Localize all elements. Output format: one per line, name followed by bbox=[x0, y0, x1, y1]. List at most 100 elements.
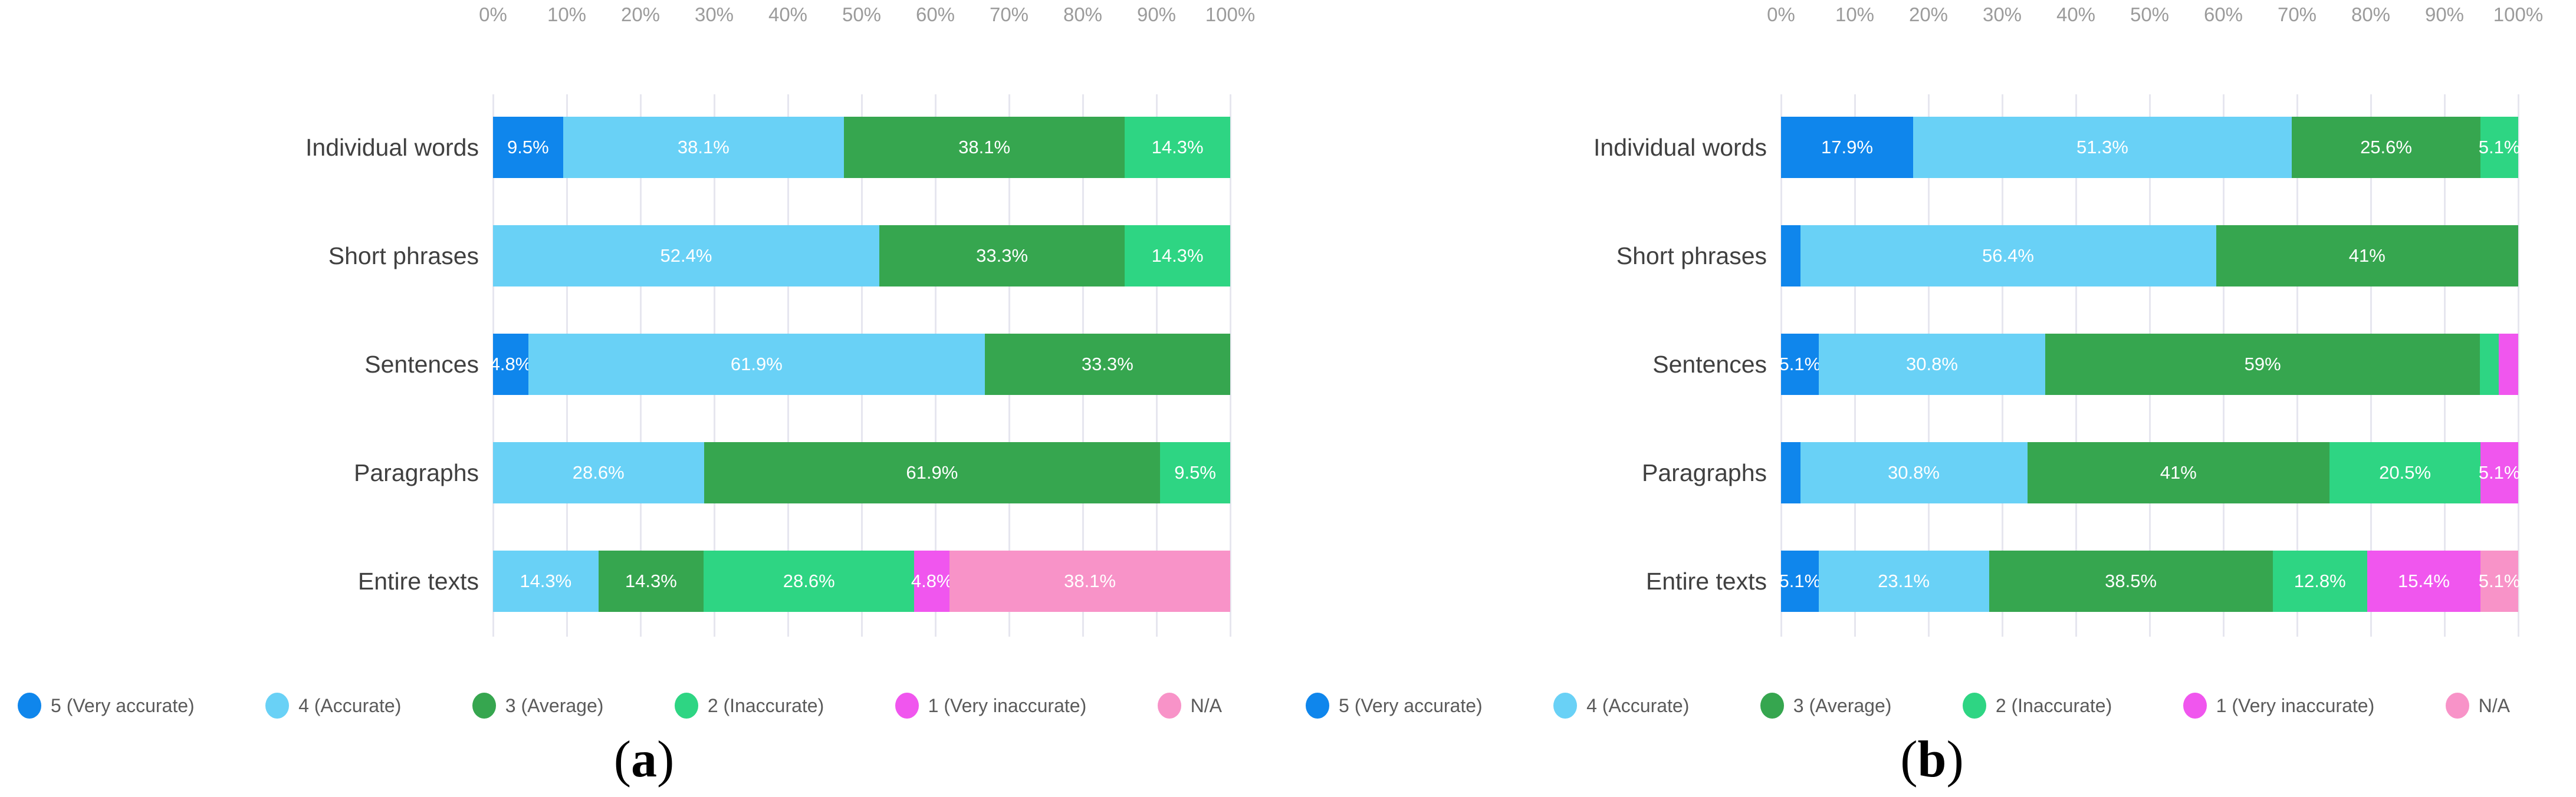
bar-segment: 4.8% bbox=[911, 551, 953, 612]
legend-label: 4 (Accurate) bbox=[298, 694, 402, 716]
bar-segment-label: 28.6% bbox=[572, 462, 625, 483]
stacked-bar: 30.8% 41% 20.5% 5.1% bbox=[1781, 442, 2520, 503]
category-label: Sentences bbox=[1652, 351, 1767, 378]
bar-segment bbox=[1781, 225, 1800, 286]
bar-segment-label: 14.3% bbox=[520, 571, 572, 591]
bar-segment: 5.1% bbox=[1779, 551, 1821, 612]
category-label: Individual words bbox=[1593, 134, 1767, 161]
caption-text: ( bbox=[1900, 731, 1918, 788]
legend-dot-icon bbox=[18, 693, 41, 719]
caption-text: a bbox=[631, 731, 657, 788]
x-axis-tick-label: 80% bbox=[2351, 4, 2391, 25]
bar-segment-label: 17.9% bbox=[1821, 137, 1873, 157]
bar-segment-label: 61.9% bbox=[906, 462, 958, 483]
bar-segment-label: 59% bbox=[2244, 354, 2281, 374]
x-axis-tick-label: 80% bbox=[1063, 4, 1103, 25]
bar-segment: 4.8% bbox=[490, 334, 531, 395]
bar-segment: 23.1% bbox=[1818, 551, 1989, 612]
panel-caption: (a) bbox=[0, 730, 1288, 789]
x-axis-tick-label: 40% bbox=[768, 4, 808, 25]
legend-label: N/A bbox=[1190, 694, 1222, 716]
bar-segment: 5.1% bbox=[2479, 442, 2520, 503]
bar-segment: 20.5% bbox=[2329, 442, 2481, 503]
bar-segment-label: 51.3% bbox=[2076, 137, 2128, 157]
bar-segment: 15.4% bbox=[2367, 551, 2481, 612]
bar-segment: 33.3% bbox=[984, 334, 1230, 395]
legend-label: 5 (Very accurate) bbox=[51, 694, 195, 716]
bar-segment-label: 30.8% bbox=[1906, 354, 1958, 374]
bar-segment-label: 38.1% bbox=[677, 137, 730, 157]
x-axis-tick-label: 70% bbox=[2277, 4, 2317, 25]
stacked-bar: 28.6% 61.9% 9.5% bbox=[493, 442, 1230, 503]
bar-segment-label: 14.3% bbox=[1151, 137, 1204, 157]
bar-segment-label: 5.1% bbox=[2478, 571, 2521, 591]
legend-dot-icon bbox=[2445, 693, 2469, 719]
bar-segment: 14.3% bbox=[598, 551, 704, 612]
x-axis-tick-label: 30% bbox=[1982, 4, 2022, 25]
x-axis-tick-label: 10% bbox=[547, 4, 587, 25]
x-axis-tick-label: 100% bbox=[2493, 4, 2544, 25]
legend-dot-icon bbox=[674, 693, 698, 719]
bar-segment: 28.6% bbox=[493, 442, 704, 503]
panel-caption: (b) bbox=[1288, 730, 2576, 789]
bar-segment: 61.9% bbox=[704, 442, 1161, 503]
bar-segment-label: 30.8% bbox=[1888, 462, 1940, 483]
bar-segment-label: 38.5% bbox=[2105, 571, 2157, 591]
category-label: Paragraphs bbox=[354, 459, 479, 486]
caption-text: ( bbox=[613, 731, 631, 788]
x-axis-tick-label: 90% bbox=[1136, 4, 1177, 25]
stacked-bar: 5.1% 23.1% 38.5% 12.8% 15.4% 5.1% bbox=[1779, 551, 2521, 612]
bar-segment-label: 12.8% bbox=[2294, 571, 2346, 591]
legend-dot-icon bbox=[472, 693, 496, 719]
bar-segment-label: 33.3% bbox=[1081, 354, 1133, 374]
bar-segment: 61.9% bbox=[528, 334, 985, 395]
x-axis-tick-label: 40% bbox=[2056, 4, 2096, 25]
bar-segment bbox=[2480, 334, 2499, 395]
bar-segment: 33.3% bbox=[879, 225, 1125, 286]
bar-segment-label: 33.3% bbox=[976, 245, 1029, 266]
x-axis-tick-label: 50% bbox=[2130, 4, 2170, 25]
chart-panel-b: 0% 10% 20% 30% 40% 50% 60% 70% 80% 90% 100% Individ… bbox=[1288, 0, 2576, 797]
bar-segment: 59% bbox=[2045, 334, 2480, 395]
legend-label: 3 (Average) bbox=[1793, 694, 1892, 716]
legend-label: 5 (Very accurate) bbox=[1339, 694, 1483, 716]
legend-label: 2 (Inaccurate) bbox=[1995, 694, 2112, 716]
bar-segment-label: 25.6% bbox=[2360, 137, 2412, 157]
category-label: Sentences bbox=[364, 351, 479, 378]
bar-segment: 30.8% bbox=[1800, 442, 2028, 503]
gridline bbox=[1229, 94, 1231, 637]
bar-segment-label: 5.1% bbox=[2478, 137, 2521, 157]
legend-item: 1 (Very inaccurate) bbox=[2183, 693, 2374, 719]
stacked-bar: 9.5% 38.1% 38.1% 14.3% bbox=[493, 117, 1230, 178]
bar-segment: 30.8% bbox=[1818, 334, 2046, 395]
category-label: Short phrases bbox=[328, 242, 479, 269]
bar-segment-label: 14.3% bbox=[625, 571, 677, 591]
legend-label: 3 (Average) bbox=[505, 694, 604, 716]
bar-segment: 38.1% bbox=[844, 117, 1125, 178]
legend-item: N/A bbox=[2445, 693, 2510, 719]
legend-dot-icon bbox=[265, 693, 290, 719]
bar-segment: 38.5% bbox=[1989, 551, 2273, 612]
x-axis-tick-label: 50% bbox=[842, 4, 882, 25]
bar-segment-label: 61.9% bbox=[730, 354, 783, 374]
legend-label: 4 (Accurate) bbox=[1586, 694, 1690, 716]
legend-dot-icon bbox=[1962, 693, 1986, 719]
bar-segment: 5.1% bbox=[2478, 117, 2521, 178]
x-axis-tick-label: 60% bbox=[915, 4, 955, 25]
bar-segment-label: 9.5% bbox=[507, 137, 549, 157]
x-axis-tick-label: 20% bbox=[620, 4, 661, 25]
legend-item: 3 (Average) bbox=[472, 693, 604, 719]
bar-segment: 9.5% bbox=[1160, 442, 1230, 503]
bar-segment-label: 41% bbox=[2160, 462, 2197, 483]
legend-item: 5 (Very accurate) bbox=[1306, 693, 1483, 719]
x-axis-tick-label: 100% bbox=[1205, 4, 1256, 25]
category-label: Short phrases bbox=[1616, 242, 1767, 269]
bar-segment: 25.6% bbox=[2291, 117, 2481, 178]
legend-item: 4 (Accurate) bbox=[1553, 693, 1689, 719]
legend: 5 (Very accurate) 4 (Accurate) 3 (Average)… bbox=[1306, 679, 2510, 732]
bar-segment-label: 4.8% bbox=[911, 571, 953, 591]
x-axis-tick-label: 90% bbox=[2424, 4, 2465, 25]
legend-dot-icon bbox=[1157, 693, 1181, 719]
bar-segment: 17.9% bbox=[1781, 117, 1913, 178]
